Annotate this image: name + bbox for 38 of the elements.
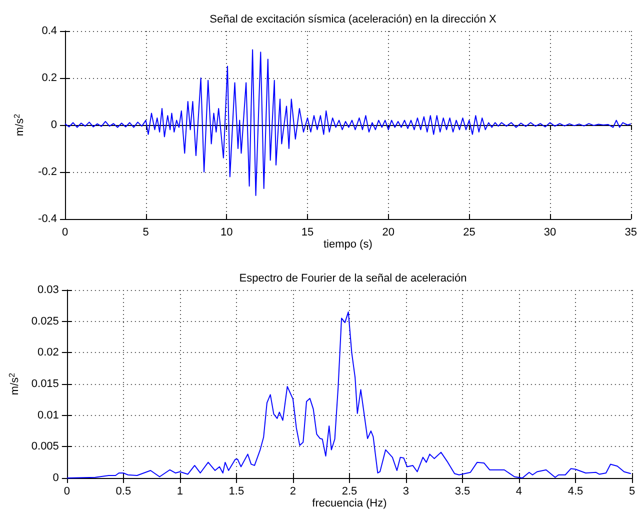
x-tick-label: 0 xyxy=(62,226,68,238)
x-tick-label: 2 xyxy=(290,486,296,498)
x-tick-label: 0.5 xyxy=(116,486,132,498)
x-tick-label: 30 xyxy=(544,226,556,238)
y-tick-label: 0.03 xyxy=(38,284,59,296)
y-tick-label: 0.01 xyxy=(38,409,59,422)
line-series xyxy=(66,311,632,478)
y-tick-label: 0.015 xyxy=(31,378,59,390)
x-tick-label: 4 xyxy=(516,486,522,498)
x-tick-label: 1 xyxy=(176,486,184,498)
y-tick-label: 0 xyxy=(50,119,57,131)
chart-title: Señal de excitación sísmica (aceleración) en la dirección X xyxy=(210,14,498,26)
y-tick-label: 0.2 xyxy=(42,72,57,84)
x-tick-label: 1.5 xyxy=(228,486,244,498)
y-axis-title: m/s2 xyxy=(8,372,21,396)
y-tick-label: 0.025 xyxy=(31,315,59,328)
y-tick-label: -0.2 xyxy=(38,166,57,178)
x-tick-label: 35 xyxy=(624,226,638,238)
y-tick-label: 0.4 xyxy=(42,25,57,37)
x-tick-label: 15 xyxy=(301,226,314,238)
x-tick-label: 5 xyxy=(628,486,636,498)
x-tick-label: 0 xyxy=(64,486,70,498)
y-axis-title: m/s2 xyxy=(12,113,26,136)
y-tick-label: -0.4 xyxy=(38,213,57,225)
x-tick-label: 10 xyxy=(220,226,233,238)
chart-title: Espectro de Fourier de la señal de aceleración xyxy=(239,272,467,284)
x-tick-label: 3 xyxy=(402,486,410,498)
x-tick-label: 25 xyxy=(463,226,476,238)
y-tick-label: 0.02 xyxy=(38,346,59,359)
x-tick-label: 3.5 xyxy=(454,486,470,498)
x-tick-label: 20 xyxy=(382,226,394,238)
x-tick-label: 4.5 xyxy=(568,486,584,498)
y-tick-label: 0.005 xyxy=(31,440,59,453)
x-tick-label: 5 xyxy=(142,226,149,238)
x-axis-title: tiempo (s) xyxy=(323,238,372,250)
y-tick-label: 0 xyxy=(52,472,59,484)
x-tick-label: 2.5 xyxy=(342,486,358,498)
x-axis-title: frecuencia (Hz) xyxy=(312,498,387,510)
